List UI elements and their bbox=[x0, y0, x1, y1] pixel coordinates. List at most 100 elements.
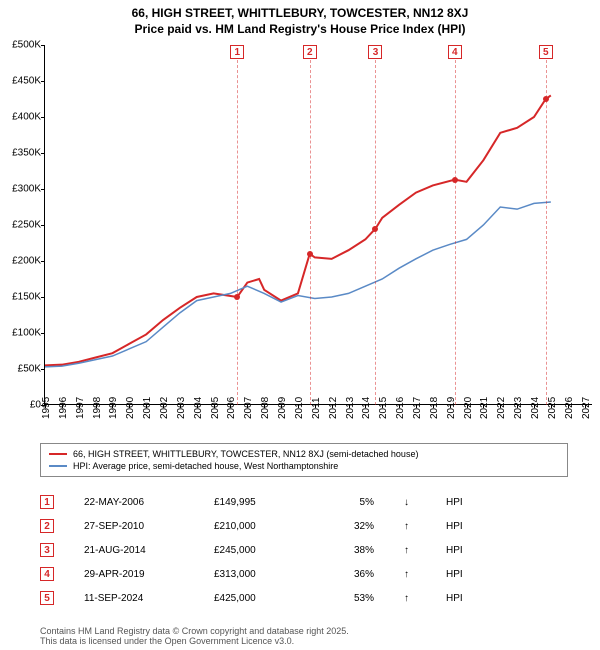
x-axis-label: 2017 bbox=[412, 397, 423, 419]
x-axis-label: 2015 bbox=[378, 397, 389, 419]
legend-item-hpi: HPI: Average price, semi-detached house,… bbox=[49, 460, 559, 472]
y-tick bbox=[41, 261, 45, 262]
page-subtitle: Price paid vs. HM Land Registry's House … bbox=[0, 20, 600, 36]
tx-pct: 5% bbox=[324, 497, 374, 508]
transaction-vline bbox=[375, 60, 376, 405]
transaction-marker: 5 bbox=[539, 45, 553, 59]
chart: £0£50K£100K£150K£200K£250K£300K£350K£400… bbox=[44, 45, 592, 405]
tx-arrow-icon: ↑ bbox=[404, 545, 416, 556]
x-axis-label: 1996 bbox=[58, 397, 69, 419]
x-axis-label: 2013 bbox=[345, 397, 356, 419]
legend-swatch bbox=[49, 465, 67, 467]
tx-hpi-label: HPI bbox=[446, 497, 476, 508]
x-axis-label: 1995 bbox=[41, 397, 52, 419]
y-axis-label: £500K bbox=[3, 40, 41, 51]
transaction-vline bbox=[310, 60, 311, 405]
tx-date: 21-AUG-2014 bbox=[84, 545, 184, 556]
transaction-vline bbox=[237, 60, 238, 405]
tx-date: 11-SEP-2024 bbox=[84, 593, 184, 604]
transaction-dot bbox=[543, 96, 549, 102]
tx-arrow-icon: ↓ bbox=[404, 497, 416, 508]
y-axis-label: £450K bbox=[3, 76, 41, 87]
tx-pct: 38% bbox=[324, 545, 374, 556]
x-axis-label: 2027 bbox=[581, 397, 592, 419]
tx-pct: 36% bbox=[324, 569, 374, 580]
x-axis-label: 2004 bbox=[193, 397, 204, 419]
tx-arrow-icon: ↑ bbox=[404, 569, 416, 580]
y-tick bbox=[41, 225, 45, 226]
tx-price: £149,995 bbox=[214, 497, 294, 508]
transaction-marker: 1 bbox=[230, 45, 244, 59]
legend-swatch bbox=[49, 453, 67, 455]
x-axis-label: 2000 bbox=[125, 397, 136, 419]
x-axis-label: 2005 bbox=[210, 397, 221, 419]
tx-arrow-icon: ↑ bbox=[404, 593, 416, 604]
x-axis-label: 2024 bbox=[530, 397, 541, 419]
transaction-row: 122-MAY-2006£149,9955%↓HPI bbox=[40, 490, 568, 514]
y-axis-label: £250K bbox=[3, 220, 41, 231]
y-tick bbox=[41, 297, 45, 298]
y-axis-label: £300K bbox=[3, 184, 41, 195]
x-axis-label: 2011 bbox=[311, 397, 322, 419]
transaction-dot bbox=[372, 226, 378, 232]
transaction-table: 122-MAY-2006£149,9955%↓HPI227-SEP-2010£2… bbox=[40, 490, 568, 610]
transaction-dot bbox=[307, 251, 313, 257]
x-axis-label: 2009 bbox=[277, 397, 288, 419]
tx-hpi-label: HPI bbox=[446, 569, 476, 580]
x-axis-label: 2023 bbox=[513, 397, 524, 419]
tx-index: 4 bbox=[40, 567, 54, 581]
y-tick bbox=[41, 189, 45, 190]
x-axis-label: 2016 bbox=[395, 397, 406, 419]
x-axis-label: 2003 bbox=[176, 397, 187, 419]
x-axis-label: 2002 bbox=[159, 397, 170, 419]
y-axis-label: £150K bbox=[3, 292, 41, 303]
y-tick bbox=[41, 153, 45, 154]
tx-hpi-label: HPI bbox=[446, 545, 476, 556]
tx-date: 27-SEP-2010 bbox=[84, 521, 184, 532]
page-title: 66, HIGH STREET, WHITTLEBURY, TOWCESTER,… bbox=[0, 0, 600, 20]
footer-line: Contains HM Land Registry data © Crown c… bbox=[40, 626, 349, 636]
transaction-vline bbox=[546, 60, 547, 405]
y-tick bbox=[41, 45, 45, 46]
y-tick bbox=[41, 81, 45, 82]
tx-index: 1 bbox=[40, 495, 54, 509]
transaction-row: 3 21-AUG-2014 £245,000 38% ↑ HPI bbox=[40, 538, 568, 562]
x-axis-label: 1999 bbox=[108, 397, 119, 419]
x-axis-label: 2008 bbox=[260, 397, 271, 419]
transaction-row: 511-SEP-2024£425,00053%↑HPI bbox=[40, 586, 568, 610]
y-axis-label: £100K bbox=[3, 328, 41, 339]
transaction-marker: 4 bbox=[448, 45, 462, 59]
tx-arrow-icon: ↑ bbox=[404, 521, 416, 532]
y-axis-label: £0 bbox=[3, 400, 41, 411]
tx-price: £210,000 bbox=[214, 521, 294, 532]
x-axis-label: 2012 bbox=[328, 397, 339, 419]
transaction-marker: 3 bbox=[368, 45, 382, 59]
tx-price: £313,000 bbox=[214, 569, 294, 580]
transaction-dot bbox=[234, 294, 240, 300]
x-axis-label: 2018 bbox=[429, 397, 440, 419]
transaction-dot bbox=[452, 177, 458, 183]
legend-label: 66, HIGH STREET, WHITTLEBURY, TOWCESTER,… bbox=[73, 449, 418, 459]
x-axis-label: 1997 bbox=[75, 397, 86, 419]
legend-item-property: 66, HIGH STREET, WHITTLEBURY, TOWCESTER,… bbox=[49, 448, 559, 460]
plot-area: £0£50K£100K£150K£200K£250K£300K£350K£400… bbox=[44, 45, 592, 405]
x-axis-label: 2022 bbox=[496, 397, 507, 419]
tx-index: 5 bbox=[40, 591, 54, 605]
x-axis-label: 2010 bbox=[294, 397, 305, 419]
chart-lines bbox=[45, 45, 593, 405]
y-tick bbox=[41, 117, 45, 118]
tx-pct: 53% bbox=[324, 593, 374, 604]
x-axis-label: 2006 bbox=[226, 397, 237, 419]
tx-index: 2 bbox=[40, 519, 54, 533]
y-axis-label: £350K bbox=[3, 148, 41, 159]
tx-price: £245,000 bbox=[214, 545, 294, 556]
tx-index: 3 bbox=[40, 543, 54, 557]
tx-pct: 32% bbox=[324, 521, 374, 532]
legend: 66, HIGH STREET, WHITTLEBURY, TOWCESTER,… bbox=[40, 443, 568, 477]
y-tick bbox=[41, 333, 45, 334]
transaction-marker: 2 bbox=[303, 45, 317, 59]
x-axis-label: 2001 bbox=[142, 397, 153, 419]
legend-label: HPI: Average price, semi-detached house,… bbox=[73, 461, 338, 471]
y-axis-label: £400K bbox=[3, 112, 41, 123]
tx-hpi-label: HPI bbox=[446, 593, 476, 604]
